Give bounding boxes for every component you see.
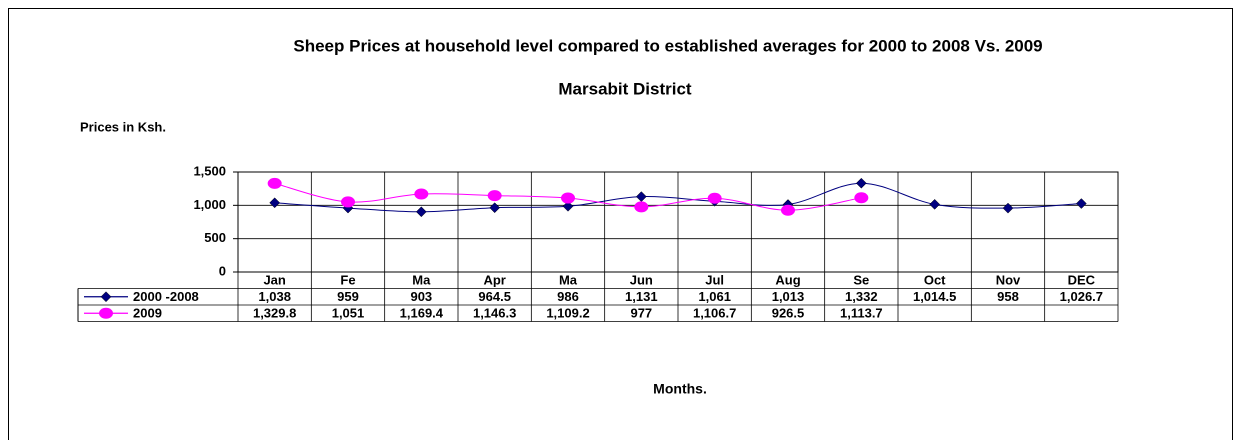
y-tick-label: 500: [204, 230, 226, 245]
data-table-value: 926.5: [772, 306, 805, 321]
data-table-value: 1,332: [845, 289, 878, 304]
data-table-value: 1,169.4: [400, 306, 444, 321]
x-tick-label: Jul: [705, 273, 724, 288]
data-table-value: 958: [997, 289, 1019, 304]
series-line: [274, 182, 1082, 213]
data-table-value: 1,106.7: [693, 306, 736, 321]
x-tick-label: Nov: [996, 273, 1021, 288]
x-axis-label: Months.: [653, 381, 707, 397]
data-table-value: 1,014.5: [913, 289, 956, 304]
chart-title: Sheep Prices at household level compared…: [293, 36, 1042, 55]
marker: [487, 190, 502, 202]
x-tick-label: Ma: [412, 273, 431, 288]
legend-label: 2000 -2008: [133, 289, 199, 304]
data-table-value: 1,051: [332, 306, 365, 321]
x-tick-label: DEC: [1068, 273, 1096, 288]
y-tick-label: 0: [219, 263, 226, 278]
x-tick-label: Se: [853, 273, 869, 288]
marker: [489, 202, 501, 214]
x-tick-label: Jan: [263, 273, 285, 288]
marker: [415, 206, 427, 218]
data-table-value: 1,109.2: [546, 306, 589, 321]
data-table-value: 977: [630, 306, 652, 321]
data-table-value: 1,131: [625, 289, 658, 304]
marker: [929, 199, 941, 210]
y-tick-label: 1,500: [193, 163, 226, 178]
marker: [707, 192, 722, 204]
chart-border: [8, 8, 1233, 445]
marker: [854, 192, 869, 204]
marker: [341, 196, 355, 208]
legend-label: 2009: [133, 306, 162, 321]
data-table-value: 1,146.3: [473, 306, 516, 321]
data-table-value: 1,038: [258, 289, 291, 304]
data-table-value: 1,013: [772, 289, 805, 304]
marker: [267, 177, 282, 189]
marker: [1002, 202, 1014, 214]
data-table-value: 986: [557, 289, 579, 304]
x-tick-label: Fe: [340, 273, 355, 288]
marker: [634, 201, 649, 213]
x-tick-label: Apr: [483, 273, 505, 288]
chart-subtitle: Marsabit District: [558, 79, 692, 98]
x-tick-label: Aug: [775, 273, 800, 288]
marker: [269, 197, 281, 209]
data-table-value: 1,113.7: [840, 306, 883, 321]
data-table-value: 1,329.8: [253, 306, 296, 321]
marker: [100, 291, 112, 303]
marker: [1075, 198, 1087, 209]
x-tick-label: Oct: [924, 273, 946, 288]
data-table-value: 1,026.7: [1060, 289, 1103, 304]
marker: [99, 307, 113, 319]
data-table-value: 1,061: [698, 289, 731, 304]
data-table-value: 903: [410, 289, 432, 304]
marker: [855, 177, 867, 189]
x-tick-label: Ma: [559, 273, 578, 288]
data-table-value: 964.5: [478, 289, 511, 304]
y-axis-label: Prices in Ksh.: [80, 119, 166, 134]
marker: [414, 188, 429, 200]
data-table-value: 959: [337, 289, 359, 304]
marker: [562, 200, 574, 212]
x-tick-label: Jun: [630, 273, 653, 288]
y-tick-label: 1,000: [193, 197, 226, 212]
marker: [561, 192, 575, 204]
marker: [781, 204, 795, 216]
